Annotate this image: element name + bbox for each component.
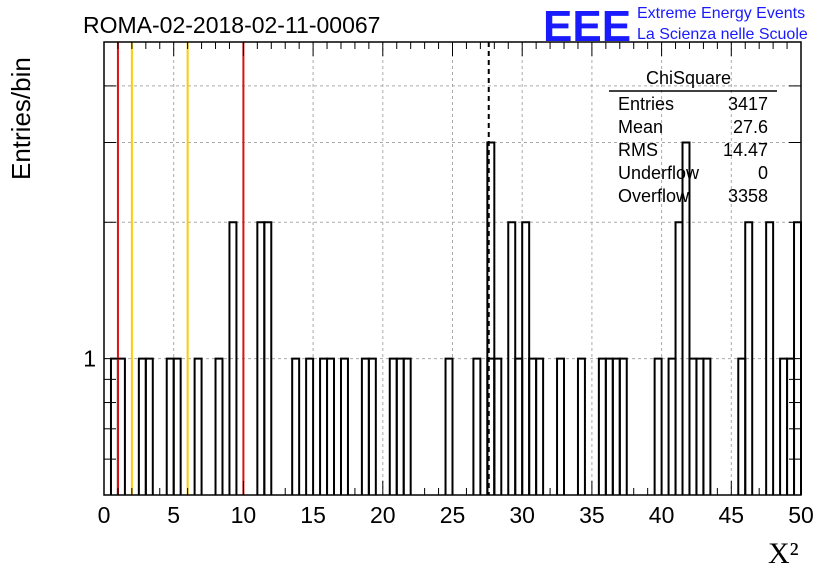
histogram-bin [144,357,154,495]
histogram-bin [214,357,224,495]
histogram-bin [604,357,614,495]
x-tick-labels: 0 5 10 15 20 25 30 35 40 45 50 [98,502,814,528]
logo-line-1: Extreme Energy Events [637,5,805,22]
histogram-bin [695,357,705,495]
histogram-bin [535,357,545,495]
histogram-bin [528,357,538,495]
x-tick-label: 45 [719,502,745,528]
histogram-bin [305,357,315,495]
histogram-bin [319,357,329,495]
histogram-bin [228,221,238,495]
histogram-bin [618,357,628,495]
histogram-bin [702,357,712,495]
chart-title: ROMA-02-2018-02-11-00067 [83,12,380,38]
histogram-bin [611,357,621,495]
histogram-bin [388,357,398,495]
histogram-bin [688,357,698,495]
histogram-bin [597,357,607,495]
x-tick-label: 15 [300,502,326,528]
stats-value-overflow: 3358 [728,186,768,206]
histogram-bars [109,141,802,495]
histogram-bin [514,357,524,495]
histogram-bin [653,357,663,495]
x-tick-label: 40 [649,502,675,528]
stats-label-overflow: Overflow [618,186,690,206]
histogram-bin [402,357,412,495]
histogram-bin [744,221,754,495]
histogram-bin [367,357,377,495]
histogram-bin [765,221,775,495]
stats-value-entries: 3417 [728,94,768,114]
stats-title: ChiSquare [646,68,731,88]
stats-label-entries: Entries [618,94,674,114]
histogram-bin [326,357,336,495]
x-tick-label: 35 [579,502,605,528]
y-tick-label: 1 [83,346,96,372]
x-tick-label: 0 [98,502,111,528]
y-tick-labels: 1 [83,346,96,372]
x-tick-label: 20 [370,502,396,528]
stats-box: ChiSquare Entries 3417 Mean 27.6 RMS 14.… [609,68,777,206]
reference-lines [116,42,490,495]
histogram-bin [737,357,747,495]
x-tick-label: 50 [788,502,814,528]
histogram-bin [339,357,349,495]
x-tick-label: 25 [440,502,466,528]
x-tick-label: 30 [509,502,535,528]
histogram-bin [263,221,273,495]
stats-value-rms: 14.47 [723,140,768,160]
x-axis-label: X² [768,537,799,570]
histogram-bin [444,357,454,495]
histogram-bin [486,141,496,495]
histogram-bin [360,357,370,495]
histogram-bin [137,357,147,495]
histogram-bin [291,357,301,495]
histogram-bin [472,357,482,495]
histogram-bin [193,357,203,495]
histogram-bin [556,357,566,495]
histogram-bin [576,357,586,495]
stats-label-rms: RMS [618,140,658,160]
histogram-bin [493,357,503,495]
histogram-bin [395,357,405,495]
stats-label-mean: Mean [618,117,663,137]
stats-label-underflow: Underflow [618,163,700,183]
stats-value-mean: 27.6 [733,117,768,137]
histogram-bin [116,357,126,495]
stats-value-underflow: 0 [758,163,768,183]
histogram-bin [165,357,175,495]
logo-line-2: La Scienza nelle Scuole [637,26,808,43]
histogram-bin [667,357,677,495]
histogram-bin [172,357,182,495]
y-axis-label: Entries/bin [6,57,36,180]
x-tick-label: 10 [231,502,257,528]
histogram-bin [681,141,691,495]
axis-ticks [103,42,802,495]
eee-logo: EEE Extreme Energy Events La Scienza nel… [543,2,808,51]
logo-mark: EEE [543,2,631,51]
x-tick-label: 5 [167,502,180,528]
histogram-bin [779,357,789,495]
